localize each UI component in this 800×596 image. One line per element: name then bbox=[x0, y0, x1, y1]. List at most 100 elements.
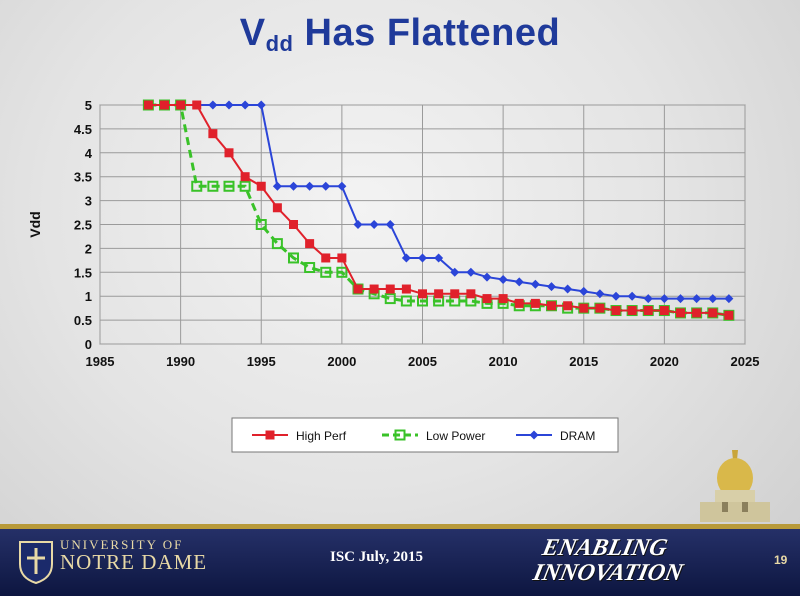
series-point bbox=[224, 148, 234, 158]
tagline-line1: ENABLING bbox=[540, 535, 670, 561]
series-point bbox=[160, 100, 169, 110]
series-point bbox=[627, 291, 637, 301]
y-axis-label: Vdd bbox=[27, 211, 43, 237]
series-point bbox=[643, 294, 653, 304]
series-point bbox=[708, 308, 718, 318]
series-point bbox=[530, 298, 540, 308]
series-point bbox=[143, 100, 153, 110]
series-point bbox=[353, 284, 363, 294]
series-line bbox=[148, 104, 730, 317]
x-tick-label: 2010 bbox=[489, 354, 518, 369]
series-point bbox=[401, 284, 411, 294]
slide-title: Vdd Has Flattened bbox=[0, 12, 800, 57]
series-point bbox=[192, 100, 202, 110]
series-point bbox=[724, 294, 734, 304]
x-tick-label: 1990 bbox=[166, 354, 195, 369]
series-point bbox=[320, 266, 332, 278]
series-point bbox=[514, 277, 524, 287]
series-point bbox=[659, 294, 669, 304]
x-tick-label: 1995 bbox=[247, 354, 276, 369]
series-point bbox=[450, 289, 460, 299]
series-point bbox=[434, 289, 444, 299]
y-tick-label: 3.5 bbox=[74, 170, 92, 185]
notre-dame-shield-icon bbox=[19, 541, 53, 584]
y-tick-label: 4 bbox=[85, 146, 93, 161]
series-point bbox=[434, 253, 444, 263]
series-point bbox=[272, 181, 282, 191]
series-point bbox=[595, 289, 605, 299]
series-point bbox=[256, 100, 266, 110]
series-point bbox=[482, 294, 492, 304]
series-point bbox=[321, 181, 331, 191]
series-point bbox=[305, 239, 315, 249]
series-point bbox=[337, 181, 347, 191]
tagline-line2: INNOVATION bbox=[530, 560, 686, 586]
y-tick-label: 4.5 bbox=[74, 122, 92, 137]
series-point bbox=[369, 284, 379, 294]
slide-number: 19 bbox=[774, 553, 788, 567]
chart-grid bbox=[99, 104, 746, 345]
series-point bbox=[208, 100, 218, 110]
series-point bbox=[418, 289, 427, 299]
legend-box bbox=[231, 417, 619, 453]
series-point bbox=[547, 282, 556, 292]
series-point bbox=[676, 308, 685, 318]
series-point bbox=[207, 180, 219, 192]
series-point bbox=[530, 279, 540, 289]
series-point bbox=[224, 100, 234, 110]
tagline: ENABLING INNOVATION bbox=[531, 535, 691, 586]
y-tick-label: 0 bbox=[85, 337, 92, 352]
series-point bbox=[239, 180, 251, 192]
series-point bbox=[289, 181, 298, 191]
series-point bbox=[385, 284, 395, 294]
series-point bbox=[384, 293, 396, 305]
series-point bbox=[385, 220, 395, 229]
series-point bbox=[563, 284, 573, 294]
x-tick-label: 2005 bbox=[408, 354, 437, 369]
university-logo: UNIVERSITY OF NOTRE DAME bbox=[60, 538, 207, 573]
footer-band bbox=[0, 524, 800, 596]
x-tick-label: 2025 bbox=[731, 354, 760, 369]
y-tick-label: 1.5 bbox=[74, 265, 92, 280]
conference-label: ISC July, 2015 bbox=[330, 549, 423, 565]
series-point bbox=[563, 301, 573, 311]
legend-label: DRAM bbox=[560, 429, 595, 443]
series-point bbox=[400, 295, 412, 307]
series-point bbox=[676, 294, 685, 304]
series-point bbox=[304, 262, 316, 274]
series-point bbox=[708, 294, 718, 304]
series-point bbox=[240, 100, 250, 110]
series-point bbox=[208, 129, 218, 139]
series-point bbox=[611, 306, 621, 316]
legend-entry: Low Power bbox=[382, 429, 485, 443]
series-point bbox=[466, 267, 476, 277]
golden-dome-icon bbox=[700, 450, 770, 522]
series-point bbox=[240, 172, 250, 182]
x-tick-label: 1985 bbox=[86, 354, 115, 369]
series-point bbox=[394, 429, 406, 441]
series-point bbox=[256, 181, 266, 191]
legend-label: High Perf bbox=[296, 429, 347, 443]
series-point bbox=[659, 306, 669, 316]
series-point bbox=[724, 310, 734, 320]
series-point bbox=[579, 286, 589, 296]
series-point bbox=[466, 289, 476, 299]
series-point bbox=[271, 238, 283, 250]
university-line1: UNIVERSITY OF bbox=[60, 537, 184, 552]
legend-entry: High Perf bbox=[252, 429, 347, 443]
chart-axes: 0 0.5 1 1.5 2 2.5 3 3.5 4 4.5 5 1985 1990 1995 2000 200… bbox=[27, 98, 759, 369]
legend-label: Low Power bbox=[426, 429, 485, 443]
x-tick-label: 2015 bbox=[569, 354, 598, 369]
series-point bbox=[482, 272, 492, 282]
series-point bbox=[498, 274, 508, 284]
x-tick-label: 2000 bbox=[327, 354, 356, 369]
series-point bbox=[223, 180, 235, 192]
series-point bbox=[255, 219, 267, 230]
series-point bbox=[579, 303, 589, 313]
x-tick-label: 2020 bbox=[650, 354, 679, 369]
y-tick-label: 2.5 bbox=[74, 218, 92, 233]
series-point bbox=[643, 306, 653, 316]
footer-gold-stripe bbox=[0, 524, 800, 529]
y-tick-label: 0.5 bbox=[74, 313, 92, 328]
title-subscript: dd bbox=[265, 31, 294, 56]
